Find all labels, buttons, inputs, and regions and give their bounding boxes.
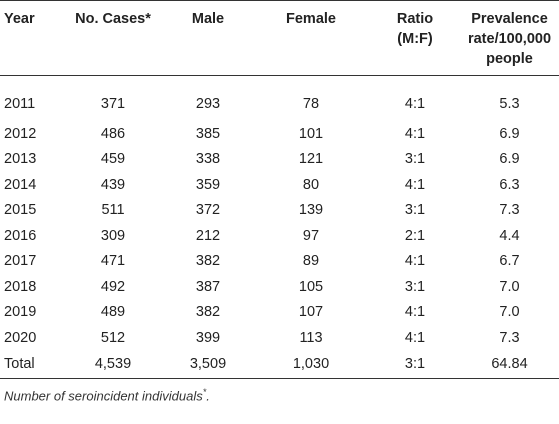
cell-female: 80 [302, 176, 320, 193]
cell-male: 359 [195, 176, 221, 193]
cell-year: 2012 [4, 125, 37, 142]
header-year: Year [4, 11, 35, 27]
total-male: 3,509 [164, 350, 252, 379]
cell-year: 2019 [4, 304, 37, 321]
total-ratio: 3:1 [370, 350, 460, 379]
cell-prevalence: 6.7 [499, 253, 520, 270]
table-row: 2012 486 385 101 4:1 6.9 [0, 121, 559, 147]
footnote-mark: * [202, 387, 207, 397]
cell-prevalence: 6.3 [499, 176, 520, 193]
cell-cases: 486 [100, 125, 126, 142]
header-female: Female [286, 11, 336, 27]
cell-cases: 489 [100, 304, 126, 321]
cell-ratio: 4:1 [404, 176, 426, 193]
table-row: 2015 511 372 139 3:1 7.3 [0, 198, 559, 224]
table-row: 2020 512 399 113 4:1 7.3 [0, 325, 559, 351]
cell-cases: 511 [101, 202, 125, 219]
header-prevalence-line-2: rate/100,000 [467, 31, 552, 47]
cell-year: 2018 [4, 278, 37, 295]
header-ratio-line-2: (M:F) [397, 31, 433, 47]
header-male: Male [191, 11, 225, 27]
cell-female: 105 [298, 278, 324, 295]
cell-ratio: 4:1 [404, 125, 426, 142]
total-prevalence: 64.84 [460, 350, 559, 379]
cell-ratio: 2:1 [404, 227, 426, 244]
cell-ratio: 4:1 [404, 95, 426, 112]
cell-year: 2015 [4, 202, 37, 219]
cell-ratio: 4:1 [404, 329, 426, 346]
cell-male: 372 [195, 202, 221, 219]
table-row: 2018 492 387 105 3:1 7.0 [0, 274, 559, 300]
cell-male: 338 [195, 151, 221, 168]
header-ratio-line-1: Ratio [396, 11, 434, 27]
table-header: Year No. Cases* Male Female Ratio (M:F) … [0, 0, 559, 76]
cell-cases: 439 [100, 176, 126, 193]
cell-ratio: 3:1 [404, 278, 426, 295]
table-row: 2017 471 382 89 4:1 6.7 [0, 249, 559, 275]
cell-ratio: 4:1 [404, 304, 426, 321]
cell-ratio: 3:1 [404, 151, 426, 168]
cell-prevalence: 6.9 [499, 151, 520, 168]
cell-male: 382 [195, 304, 221, 321]
cell-prevalence: 5.3 [499, 95, 520, 112]
cell-male: 382 [195, 253, 221, 270]
cell-year: 2016 [4, 227, 37, 244]
cell-prevalence: 4.4 [499, 227, 520, 244]
cell-male: 212 [195, 227, 221, 244]
total-cases: 4,539 [62, 350, 164, 379]
cell-cases: 371 [100, 95, 126, 112]
footnote-text: Number of seroincident individuals [4, 388, 203, 404]
table-row: 2011 371 293 78 4:1 5.3 [0, 76, 559, 122]
cell-male: 293 [195, 95, 221, 112]
cell-cases: 459 [100, 151, 126, 168]
cell-ratio: 4:1 [404, 253, 426, 270]
cell-prevalence: 7.3 [499, 329, 520, 346]
cell-prevalence: 6.9 [499, 125, 520, 142]
cell-male: 399 [195, 329, 221, 346]
table-row: 2013 459 338 121 3:1 6.9 [0, 147, 559, 173]
cell-year: 2011 [4, 95, 36, 112]
header-prevalence: Prevalence rate/100,000 people [460, 1, 559, 76]
total-label: Total [0, 350, 62, 379]
cell-prevalence: 7.0 [499, 278, 520, 295]
cell-female: 78 [302, 95, 320, 112]
cell-female: 107 [298, 304, 324, 321]
cell-female: 121 [298, 151, 324, 168]
header-ratio: Ratio (M:F) [370, 1, 460, 76]
footnote-end: . [206, 388, 210, 404]
cell-female: 89 [302, 253, 320, 270]
cell-female: 97 [302, 227, 320, 244]
cell-female: 113 [299, 329, 323, 346]
table-footnote: Number of seroincident individuals*. [4, 387, 210, 403]
header-prevalence-line-1: Prevalence [471, 11, 548, 27]
cell-prevalence: 7.0 [499, 304, 520, 321]
cell-female: 139 [298, 202, 324, 219]
table-body: 2011 371 293 78 4:1 5.3 2012 486 385 101… [0, 76, 559, 379]
cell-cases: 471 [100, 253, 126, 270]
cell-male: 385 [195, 125, 221, 142]
cell-year: 2013 [4, 151, 37, 168]
table-row: 2019 489 382 107 4:1 7.0 [0, 300, 559, 326]
incidence-table: Year No. Cases* Male Female Ratio (M:F) … [0, 0, 559, 379]
cell-male: 387 [195, 278, 221, 295]
cell-cases: 492 [100, 278, 126, 295]
cell-year: 2014 [4, 176, 37, 193]
header-cases: No. Cases* [75, 11, 151, 27]
cell-ratio: 3:1 [404, 202, 426, 219]
header-prevalence-line-3: people [486, 51, 533, 67]
table-row: 2014 439 359 80 4:1 6.3 [0, 172, 559, 198]
cell-cases: 309 [100, 227, 126, 244]
table-total-row: Total 4,539 3,509 1,030 3:1 64.84 [0, 350, 559, 379]
cell-female: 101 [298, 125, 324, 142]
cell-cases: 512 [100, 329, 126, 346]
table-row: 2016 309 212 97 2:1 4.4 [0, 223, 559, 249]
cell-year: 2020 [4, 329, 37, 346]
cell-prevalence: 7.3 [499, 202, 520, 219]
total-female: 1,030 [252, 350, 370, 379]
cell-year: 2017 [4, 253, 37, 270]
